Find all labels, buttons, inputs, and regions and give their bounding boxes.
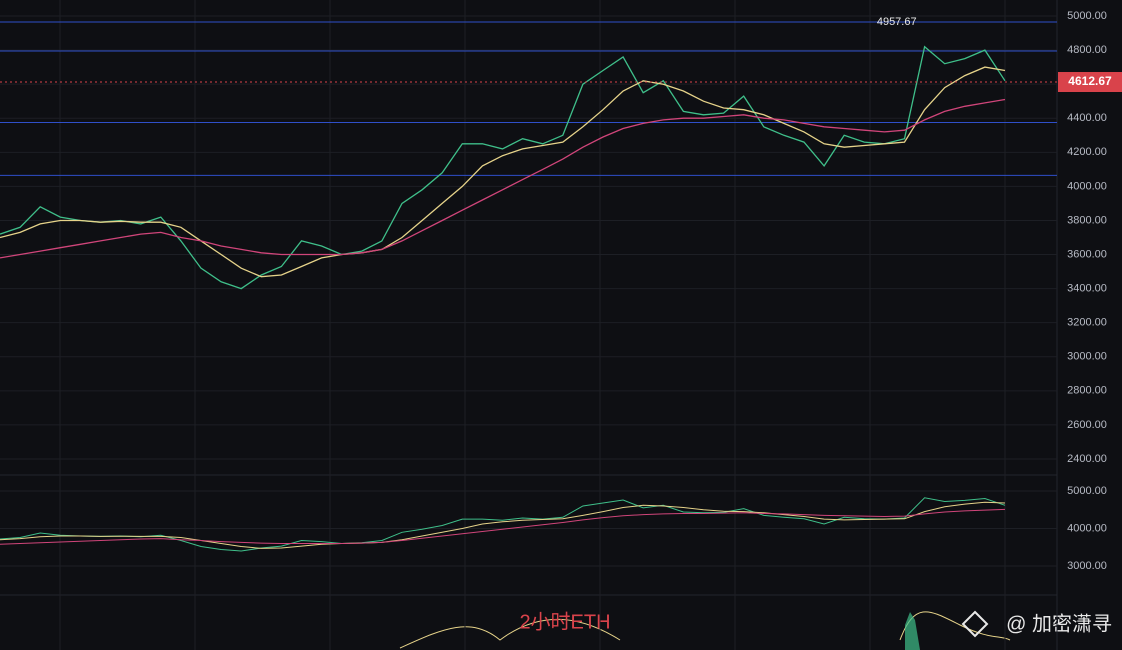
last-price-tag [1058, 72, 1122, 93]
y-tick-label: 3600.00 [1067, 248, 1107, 260]
y-tick-label: 4200.00 [1067, 146, 1107, 158]
brand-icon [961, 610, 989, 638]
overview-line [0, 501, 1006, 549]
price-line [0, 98, 1006, 259]
y-tick-label: 5000.00 [1067, 485, 1107, 497]
price-line [0, 66, 1006, 278]
watermark: 2小时ETH [519, 610, 610, 633]
y-tick-label: 3800.00 [1067, 214, 1107, 226]
high-annotation: 4957.67 [877, 16, 917, 28]
y-tick-label: 2800.00 [1067, 385, 1107, 397]
y-tick-label: 3000.00 [1067, 351, 1107, 363]
y-tick-label: 2400.00 [1067, 453, 1107, 465]
y-tick-label: 4400.00 [1067, 112, 1107, 124]
y-tick-label: 3200.00 [1067, 317, 1107, 329]
y-tick-label: 2600.00 [1067, 419, 1107, 431]
y-tick-label: 4000.00 [1067, 180, 1107, 192]
y-tick-label: 4000.00 [1067, 522, 1107, 534]
y-tick-label: 4800.00 [1067, 44, 1107, 56]
last-price-label: 4612.67 [1068, 74, 1112, 88]
y-tick-label: 3000.00 [1067, 560, 1107, 572]
y-tick-label: 5000.00 [1067, 10, 1107, 22]
indicator-bars [905, 612, 920, 650]
brand: @ 加密潇寻 [1006, 612, 1112, 635]
overview-line [0, 508, 1006, 545]
y-tick-label: 3400.00 [1067, 283, 1107, 295]
